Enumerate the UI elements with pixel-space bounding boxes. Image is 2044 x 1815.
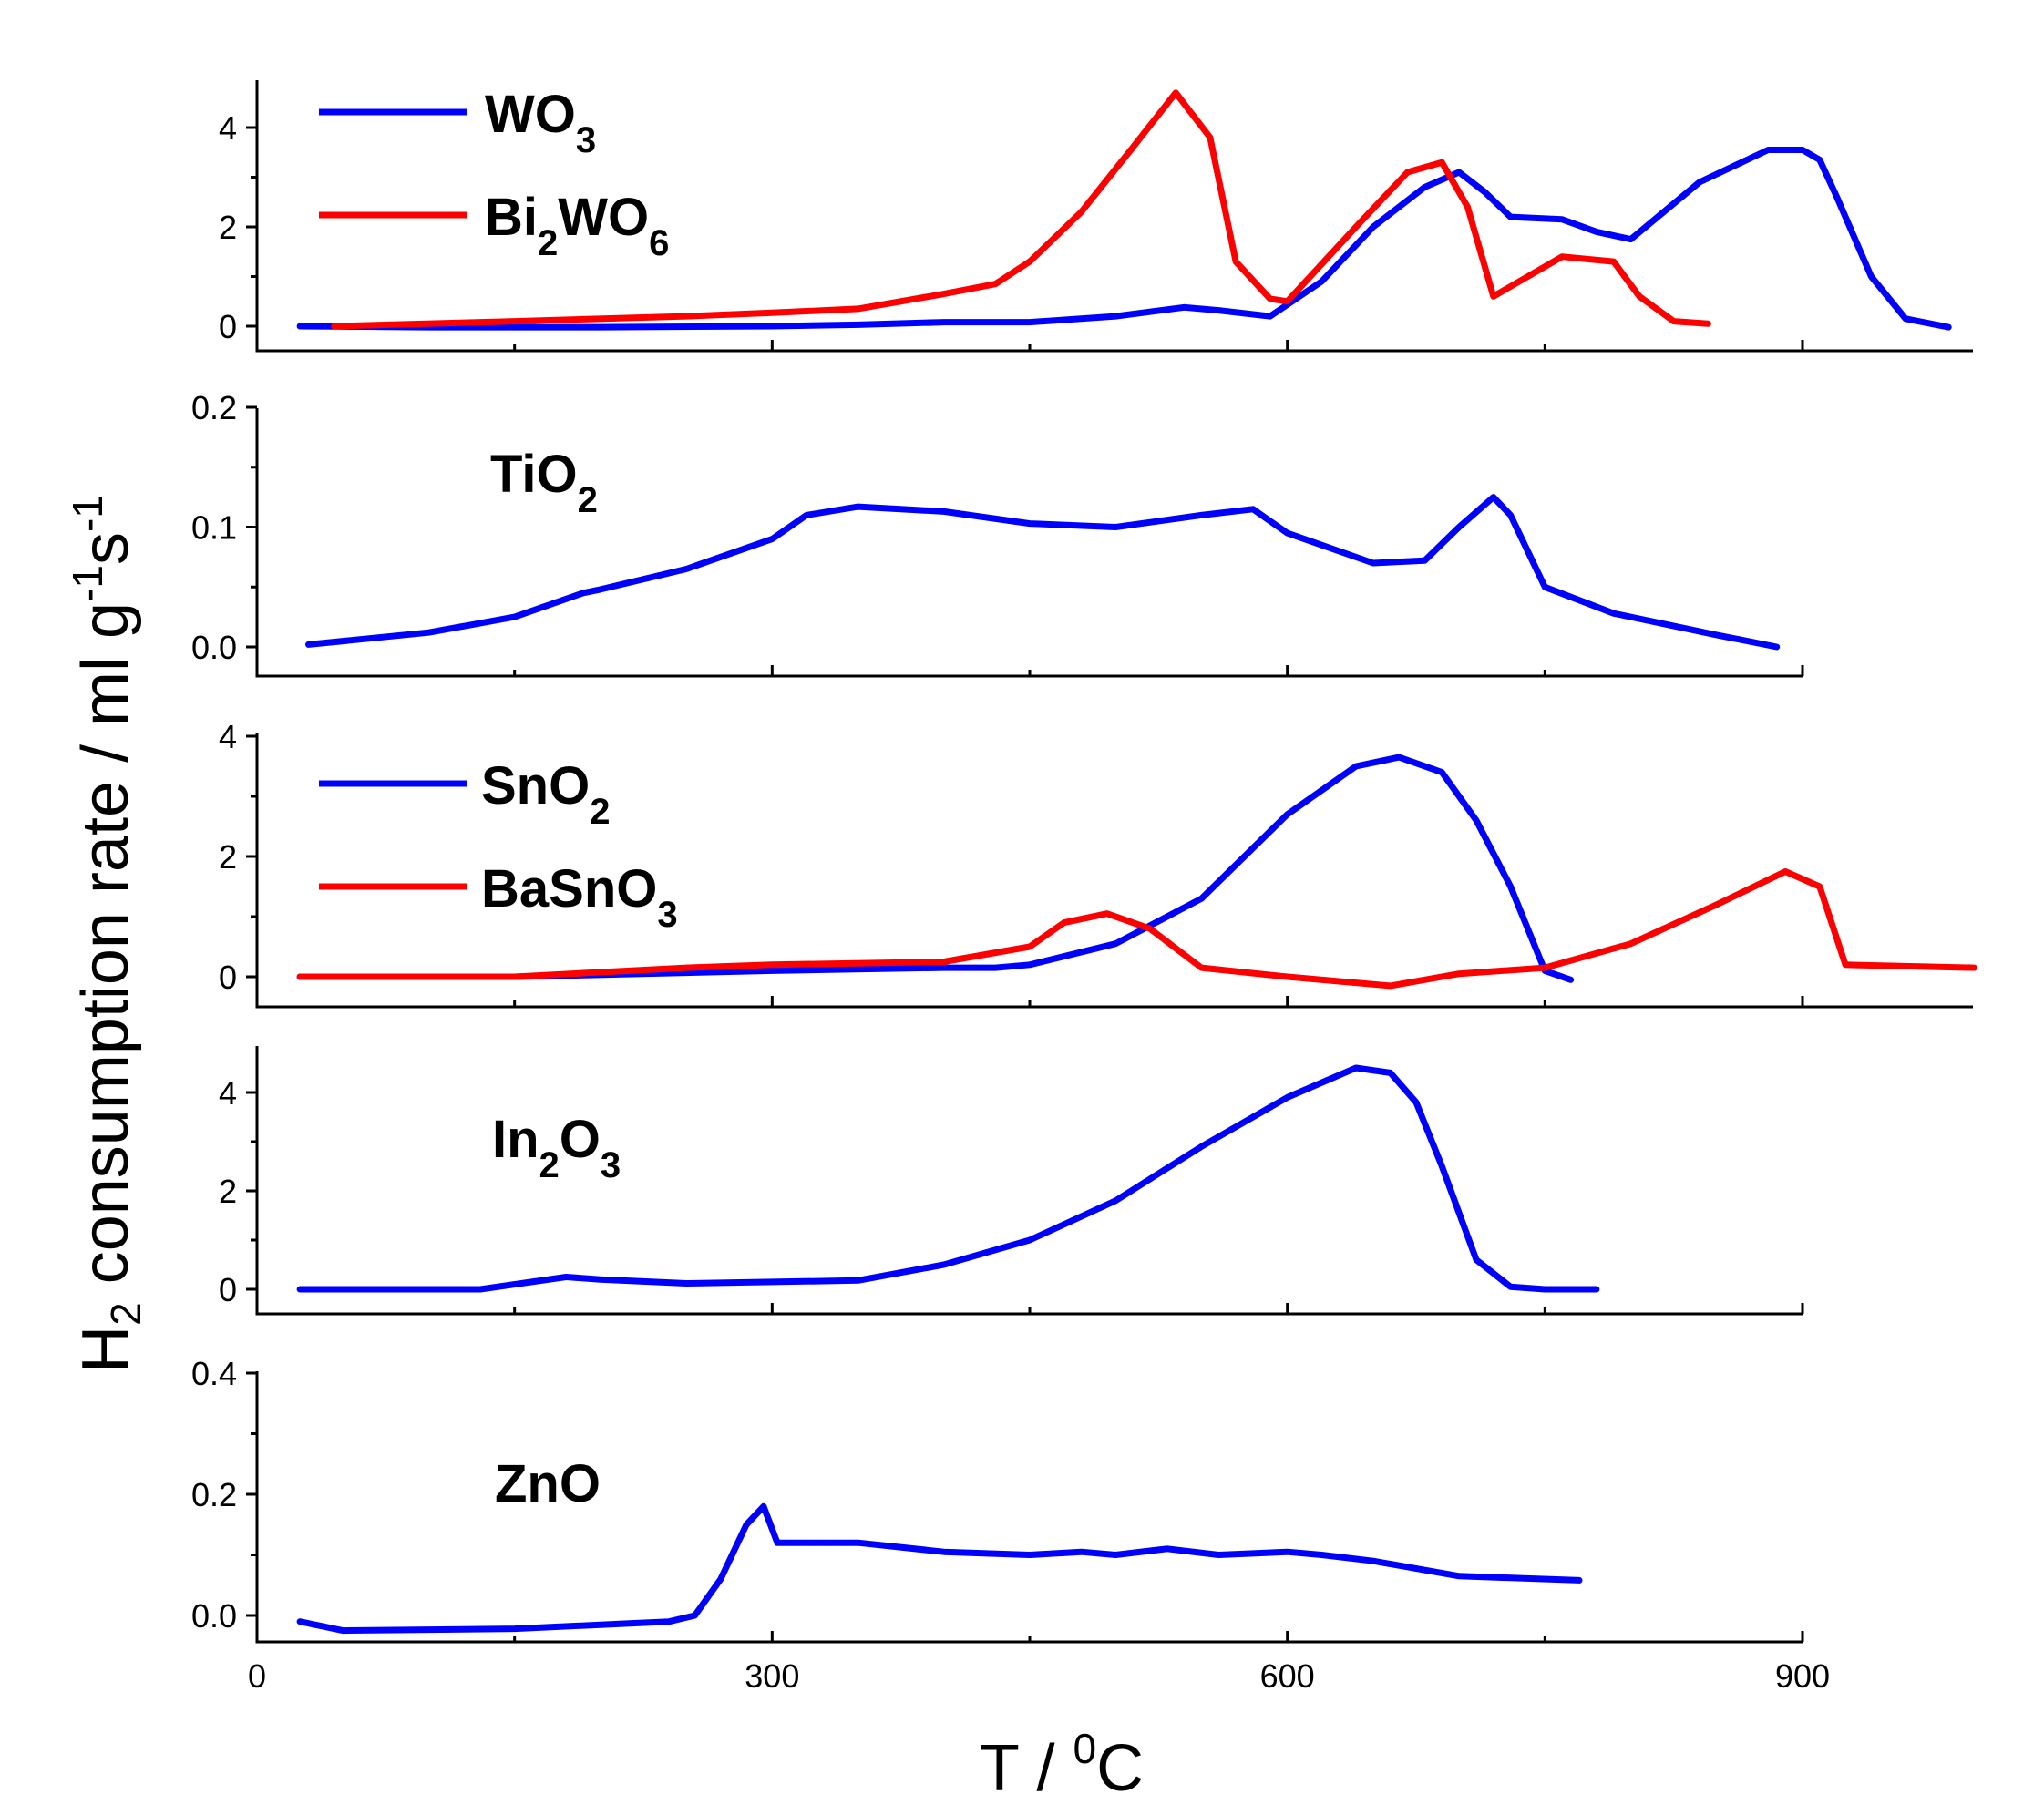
x-tick-label: 600	[1260, 1657, 1315, 1695]
y-tick-label: 2	[219, 209, 237, 246]
y-tick-label: 0	[219, 308, 237, 345]
y-title-sup1: -1	[64, 565, 111, 602]
panel-in2o3-axes	[255, 1046, 1803, 1316]
panel-sno2-axes	[255, 733, 1973, 1009]
series-In2O3	[296, 1064, 1600, 1293]
y-tick-label: 2	[219, 1173, 237, 1210]
panel-wo3: WO3 Bi2WO6 0 2 4	[219, 80, 1973, 353]
x-tick-label: 300	[745, 1657, 799, 1695]
panel-label-in2o3: In2O3	[492, 1110, 621, 1185]
y-tick-label: 0.1	[191, 509, 237, 547]
series-BaSnO3	[296, 868, 1977, 990]
panel-sno2: SnO2 BaSnO3 0 2 4	[219, 718, 1977, 1009]
series-WO3	[296, 147, 1952, 331]
panel-label-tio2: TiO2	[490, 445, 598, 520]
x-title-end: C	[1096, 1732, 1144, 1805]
y-tick-label: 0.2	[191, 1476, 237, 1513]
series-Bi2WO6	[331, 89, 1711, 330]
y-title-main: H	[69, 1326, 142, 1373]
y-tick-label: 0.0	[191, 1597, 237, 1635]
y-axis-title: H2 consumption rate / ml g-1s-1	[64, 495, 149, 1373]
legend-label-wo3: WO3	[485, 85, 596, 160]
panel-zno-axes	[255, 1371, 1803, 1644]
legend-label-bi2wo6: Bi2WO6	[485, 188, 669, 263]
panel-tio2: TiO2 0.0 0.1 0.2	[191, 389, 1804, 678]
legend-label-basno3: BaSnO3	[481, 859, 678, 935]
legend-label-sno2: SnO2	[481, 756, 610, 832]
x-title-main: T /	[980, 1732, 1073, 1805]
panel-zno: ZnO 0.0 0.2 0.4	[191, 1355, 1804, 1644]
panel-label-zno: ZnO	[495, 1454, 601, 1513]
y-tick-label: 4	[219, 109, 237, 147]
y-title-rest: consumption rate / ml g	[69, 602, 142, 1302]
y-title-sub: 2	[102, 1302, 149, 1326]
y-tick-label: 4	[219, 1074, 237, 1112]
y-tick-label: 0.2	[191, 389, 237, 426]
series-TiO2	[305, 494, 1781, 651]
x-title-sup: 0	[1073, 1725, 1097, 1772]
y-title-s: s	[69, 532, 142, 565]
panel-wo3-axes	[255, 80, 1973, 353]
panel-in2o3: In2O3 0 2 4	[219, 1046, 1804, 1316]
y-tick-label: 0.0	[191, 629, 237, 666]
series-ZnO	[296, 1502, 1583, 1635]
panel-tio2-axes	[255, 408, 1803, 678]
y-tick-label: 0	[219, 959, 237, 996]
series-SnO2	[296, 754, 1575, 983]
x-axis-title: T / 0C	[980, 1725, 1144, 1805]
y-title-sup2: -1	[64, 495, 111, 532]
x-tick-label: 0	[248, 1657, 266, 1695]
x-tick-label: 900	[1775, 1657, 1830, 1695]
y-tick-label: 2	[219, 838, 237, 876]
y-tick-label: 0	[219, 1271, 237, 1308]
y-tick-label: 0.4	[191, 1355, 237, 1392]
y-tick-label: 4	[219, 718, 237, 755]
